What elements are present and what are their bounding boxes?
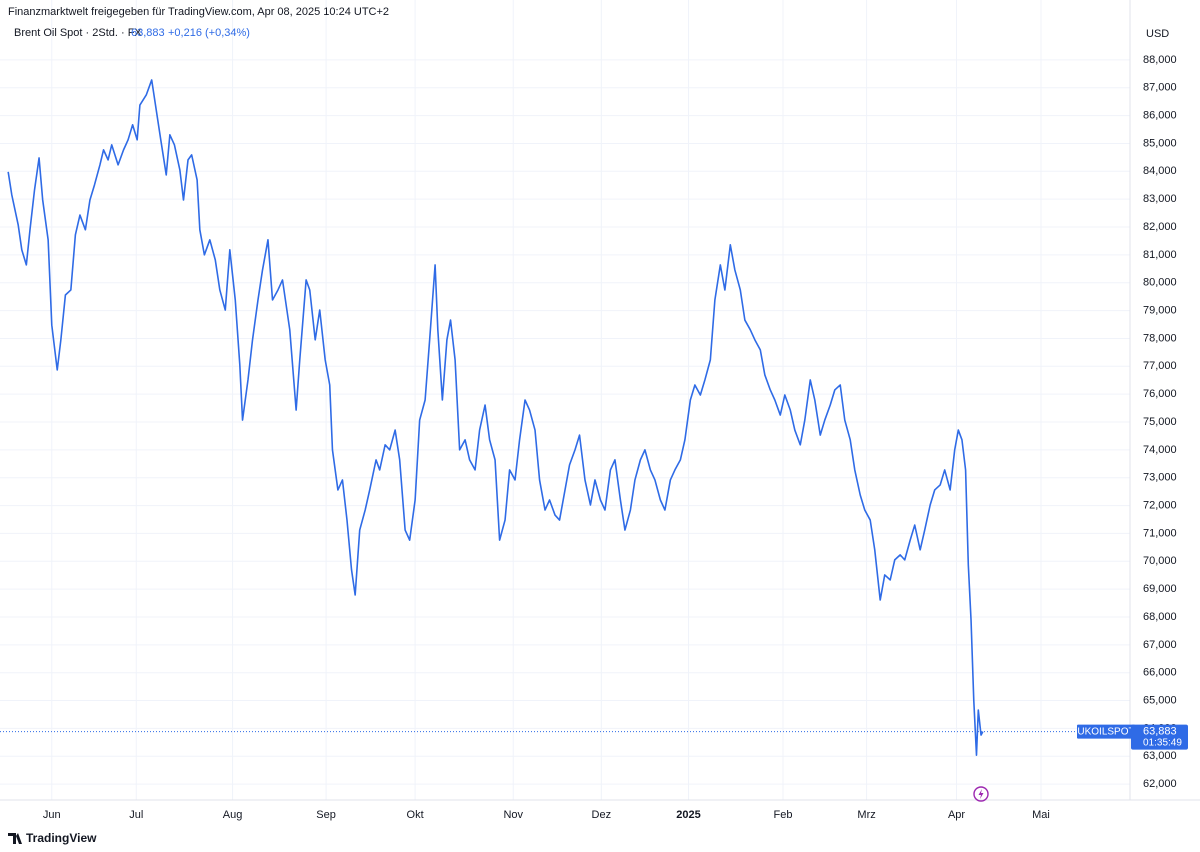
y-tick-label: 83,000	[1143, 193, 1177, 205]
y-tick-label: 69,000	[1143, 583, 1177, 595]
legend-price: 63,883	[131, 27, 165, 39]
y-tick-label: 65,000	[1143, 694, 1177, 706]
y-tick-label: 68,000	[1143, 611, 1177, 623]
y-tick-label: 75,000	[1143, 416, 1177, 428]
grid	[0, 0, 1130, 800]
y-tick-label: 71,000	[1143, 527, 1177, 539]
x-tick-label: Aug	[223, 809, 243, 821]
y-tick-label: 74,000	[1143, 444, 1177, 456]
y-tick-label: 62,000	[1143, 778, 1177, 790]
x-tick-label: Mai	[1032, 809, 1050, 821]
x-tick-label: Feb	[774, 809, 793, 821]
y-tick-label: 66,000	[1143, 667, 1177, 679]
countdown: 01:35:49	[1143, 737, 1182, 748]
y-tick-label: 76,000	[1143, 388, 1177, 400]
alert-icon	[973, 786, 989, 802]
symbol-tag	[1077, 724, 1135, 739]
y-tick-label: 80,000	[1143, 277, 1177, 289]
brand: TradingView	[8, 831, 97, 845]
x-tick-label: Okt	[407, 809, 424, 821]
x-tick-label: Dez	[592, 809, 612, 821]
plot	[0, 79, 1130, 756]
y-tick-label: 85,000	[1143, 137, 1177, 149]
brand-text: TradingView	[26, 831, 97, 845]
y-tick-label: 73,000	[1143, 472, 1177, 484]
x-tick-label: Jun	[43, 809, 61, 821]
price-tag-value: 63,883	[1143, 726, 1177, 738]
y-tick-label: 77,000	[1143, 360, 1177, 372]
currency: USD	[1146, 28, 1169, 40]
y-tick-label: 82,000	[1143, 221, 1177, 233]
legend-change: +0,216 (+0,34%)	[168, 27, 250, 39]
y-tick-label: 81,000	[1143, 249, 1177, 261]
y-tick-label: 63,000	[1143, 750, 1177, 762]
y-tick-label: 78,000	[1143, 332, 1177, 344]
y-tick-label: 88,000	[1143, 54, 1177, 66]
symbol-label: UKOILSPOT	[1077, 726, 1134, 737]
y-tick-label: 87,000	[1143, 82, 1177, 94]
x-tick-label: Mrz	[857, 809, 875, 821]
x-tick-label: Nov	[503, 809, 523, 821]
x-tick-label: Sep	[316, 809, 336, 821]
legend-name: Brent Oil Spot · 2Std. · FX	[14, 27, 142, 39]
x-tick-label: Apr	[948, 809, 965, 821]
price-tag	[1131, 724, 1188, 750]
y-tick-label: 79,000	[1143, 304, 1177, 316]
y-tick-label: 86,000	[1143, 110, 1177, 122]
y-tick-label: 72,000	[1143, 499, 1177, 511]
x-tick-label: Jul	[129, 809, 143, 821]
y-tick-label: 84,000	[1143, 165, 1177, 177]
chart-title: Finanzmarktwelt freigegeben für TradingV…	[8, 6, 389, 18]
x-tick-label: 2025	[676, 809, 700, 821]
price-line	[7, 79, 984, 756]
y-tick-label: 70,000	[1143, 555, 1177, 567]
y-tick-label: 67,000	[1143, 639, 1177, 651]
